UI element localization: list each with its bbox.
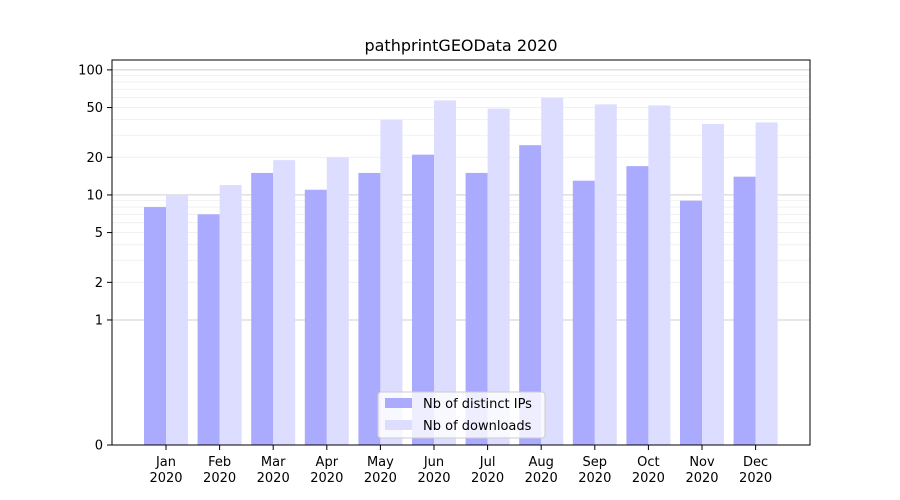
bar-downloads [219,185,242,445]
bar-downloads [273,160,296,445]
y-tick-label: 50 [86,101,103,116]
x-tick-label: 2020 [739,471,772,486]
bar-distinct-ips [144,207,166,445]
x-axis: Jan2020Feb2020Mar2020Apr2020May2020Jun20… [149,445,772,486]
bar-downloads [326,157,349,445]
bar-distinct-ips [465,172,488,445]
bar-downloads [380,119,403,446]
x-tick-label: Jul [479,455,496,470]
bar-distinct-ips [412,154,434,446]
legend-label-downloads: Nb of downloads [423,419,532,434]
bar-distinct-ips [358,172,381,445]
bar-downloads [702,123,724,445]
bar-distinct-ips [304,189,327,445]
y-axis: 0 1 2 5 10 20 50 100 [78,63,112,454]
bar-distinct-ips [197,214,220,445]
bar-downloads [755,122,778,445]
bar-distinct-ips [572,180,595,445]
x-tick-label: 2020 [149,471,182,486]
y-tick-label: 100 [78,63,103,78]
x-tick-label: Aug [529,455,554,470]
legend: Nb of distinct IPs Nb of downloads [377,391,546,439]
bar-distinct-ips [680,200,702,445]
legend-swatch-ips [385,398,412,408]
x-tick-label: Jun [423,455,444,470]
bar-downloads [541,97,564,445]
bar-downloads [434,100,456,445]
y-tick-label: 2 [95,276,103,291]
y-tick-label: 5 [95,226,103,241]
x-tick-label: Jan [155,455,176,470]
bar-downloads [648,105,671,446]
legend-swatch-downloads [385,420,412,430]
x-tick-label: Dec [743,455,768,470]
bar-downloads [487,108,510,445]
x-tick-label: 2020 [632,471,665,486]
x-tick-label: Apr [316,455,339,470]
y-tick-label: 10 [86,188,103,203]
x-tick-label: 2020 [203,471,236,486]
x-tick-label: Mar [261,455,286,470]
x-tick-label: 2020 [257,471,290,486]
chart-title: pathprintGEOData 2020 [364,36,557,55]
x-tick-label: Sep [583,455,608,470]
x-tick-label: 2020 [417,471,450,486]
bar-downloads [594,104,617,445]
x-tick-label: Nov [689,455,715,470]
x-tick-label: 2020 [471,471,504,486]
y-tick-label: 20 [86,151,103,166]
x-tick-label: 2020 [364,471,397,486]
bar-distinct-ips [626,166,649,445]
x-tick-label: Oct [637,455,659,470]
bar-distinct-ips [733,176,756,445]
plot-frame [111,59,811,446]
y-tick-label: 1 [95,313,103,328]
legend-label-ips: Nb of distinct IPs [423,397,532,412]
bars [144,97,778,446]
x-tick-label: Feb [208,455,231,470]
y-tick-label: 0 [95,439,103,454]
bar-distinct-ips [251,172,274,445]
x-tick-label: May [367,455,394,470]
bar-distinct-ips [519,145,542,445]
x-tick-label: 2020 [310,471,343,486]
x-tick-label: 2020 [685,471,718,486]
bar-downloads [166,194,188,445]
x-tick-label: 2020 [578,471,611,486]
x-tick-label: 2020 [525,471,558,486]
legend-box [377,391,546,439]
